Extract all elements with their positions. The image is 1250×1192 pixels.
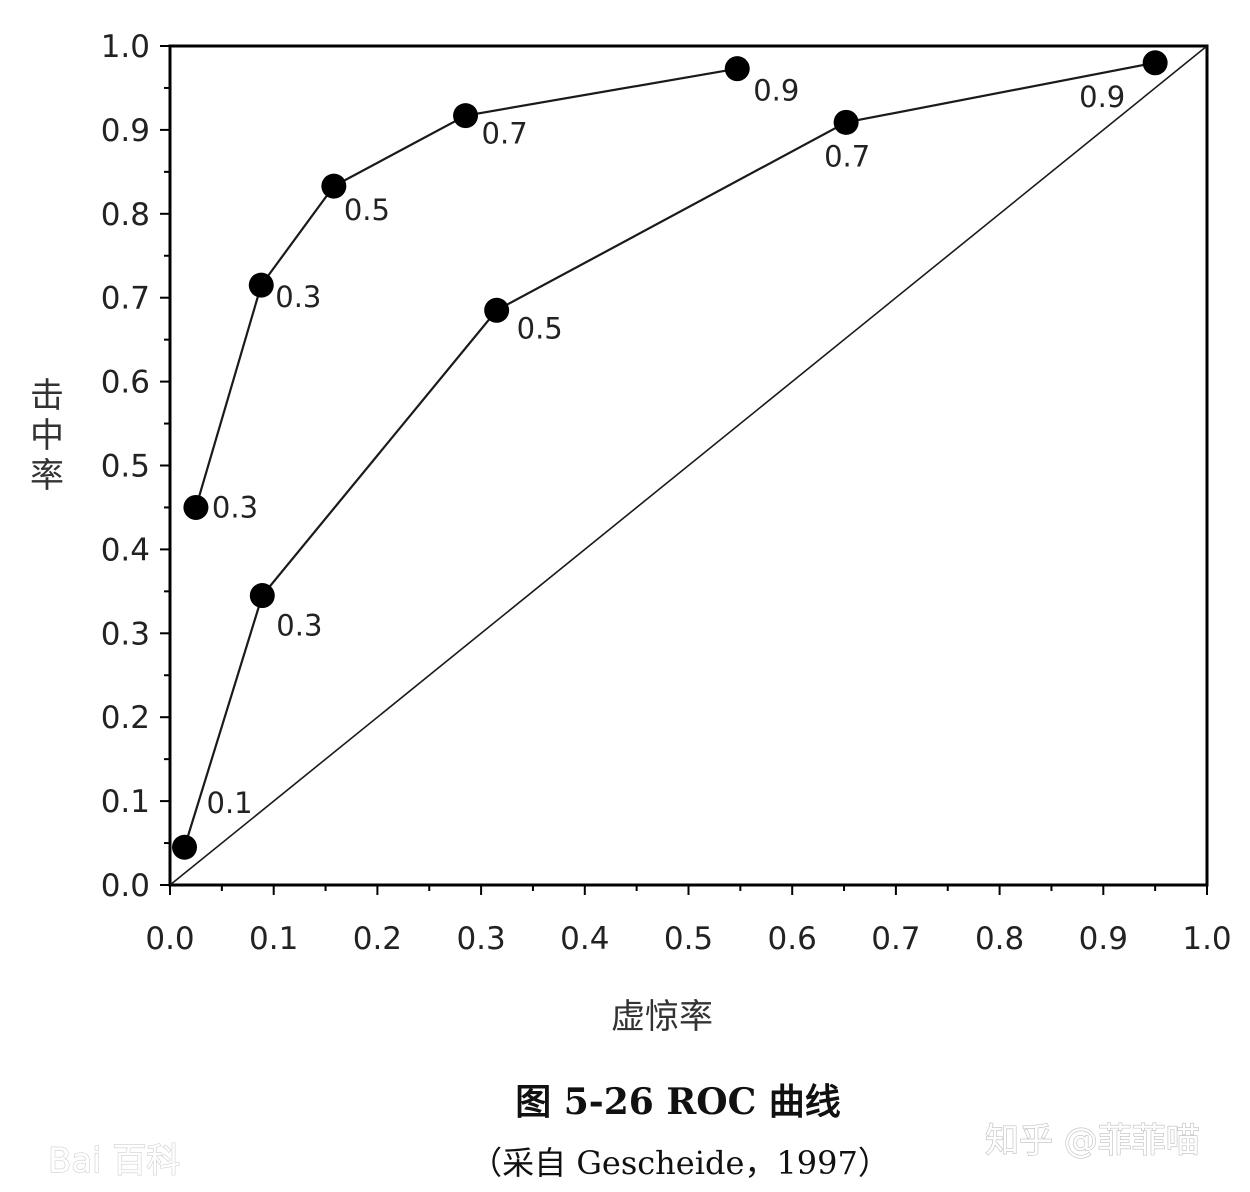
roc-curve-2-point-label: 0.9 <box>1079 80 1125 114</box>
x-tick-label: 0.0 <box>145 921 194 957</box>
y-tick-label: 0.1 <box>101 784 150 820</box>
baidu-watermark: Bai 百科 <box>48 1141 180 1181</box>
y-axis-title-char: 率 <box>30 456 64 496</box>
x-tick-label: 0.4 <box>560 921 609 957</box>
roc-curve-1-point <box>321 173 347 199</box>
roc-curve-1-point-label: 0.5 <box>344 193 390 227</box>
y-tick-label: 0.7 <box>101 281 150 317</box>
roc-curve-1-point <box>453 103 479 129</box>
x-tick-label: 0.3 <box>456 921 505 957</box>
roc-curve-1-point <box>724 56 750 82</box>
y-axis-title-char: 中 <box>30 416 64 456</box>
roc-curve-1-point <box>183 494 209 520</box>
roc-curve-2-point <box>172 834 198 860</box>
axes <box>168 44 1209 887</box>
y-tick-label: 0.5 <box>101 449 150 485</box>
x-axis-title: 虚惊率 <box>611 997 713 1037</box>
roc-curve-2-point-label: 0.7 <box>824 139 870 173</box>
x-tick-label: 0.7 <box>871 921 920 957</box>
point-labels: 0.3 0.3 0.5 0.7 0.9 0.1 0.3 0.5 0.7 0.9 <box>207 74 1126 821</box>
series-group <box>172 50 1168 860</box>
roc-curve-2-point-label: 0.1 <box>207 786 253 820</box>
x-tick-label: 0.1 <box>249 921 298 957</box>
y-axis-title-char: 击 <box>30 376 64 416</box>
x-tick-label: 0.6 <box>768 921 817 957</box>
roc-curve-2-point-label: 0.5 <box>517 311 563 345</box>
roc-curve-2-point <box>484 297 510 323</box>
x-tick-label: 0.8 <box>975 921 1024 957</box>
y-tick-label: 0.2 <box>101 700 150 736</box>
x-tick-label: 0.5 <box>664 921 713 957</box>
ticks: 0.0 0.1 0.2 0.3 0.4 0.5 0.6 0.7 0.8 0.9 1.00.00.10… <box>101 29 1232 957</box>
y-tick-label: 0.9 <box>101 113 150 149</box>
y-tick-label: 0.8 <box>101 197 150 233</box>
roc-curve-1-point-label: 0.9 <box>753 74 799 108</box>
roc-curve-1-point <box>248 272 274 298</box>
roc-curve-1-point-label: 0.3 <box>212 490 258 524</box>
y-tick-label: 1.0 <box>101 29 150 65</box>
y-tick-label: 0.4 <box>101 532 150 568</box>
roc-curve-2-point-label: 0.3 <box>276 609 322 643</box>
roc-curve-2-point <box>833 109 859 135</box>
y-tick-label: 0.3 <box>101 616 150 652</box>
roc-curve-1-point-label: 0.7 <box>482 117 528 151</box>
roc-curve-2-point <box>1142 50 1168 76</box>
x-tick-label: 0.9 <box>1079 921 1128 957</box>
chance-diagonal-line <box>169 45 1208 886</box>
y-tick-label: 0.0 <box>101 868 150 904</box>
x-tick-label: 1.0 <box>1182 921 1231 957</box>
roc-curve-1-point-label: 0.3 <box>275 280 321 314</box>
figure-title: 图 5-26 ROC 曲线 <box>515 1081 841 1123</box>
y-axis-title: 击中率 <box>30 376 64 496</box>
y-tick-label: 0.6 <box>101 365 150 401</box>
figure-source: （采自 Gescheide，1997） <box>470 1144 890 1182</box>
zhihu-watermark: 知乎 @菲菲喵 <box>985 1121 1200 1161</box>
x-tick-label: 0.2 <box>353 921 402 957</box>
roc-curve-2-point <box>249 583 275 609</box>
